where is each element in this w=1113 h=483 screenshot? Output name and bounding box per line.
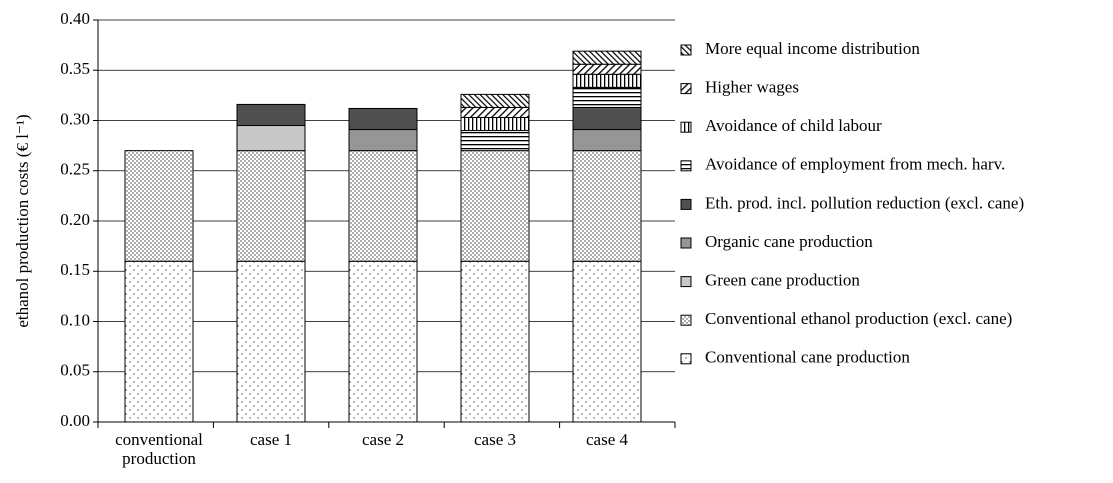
legend-swatch [680,83,692,95]
bar-segment [124,260,194,423]
bar-segment [572,63,642,75]
y-tick-label: 0.30 [60,109,90,128]
legend-swatch [680,276,692,288]
y-tick-label: 0.10 [60,310,90,329]
legend-label: Avoidance of employment from mech. harv. [705,155,1005,174]
bar-segment [572,106,642,131]
bar-segment [460,130,530,152]
bar-segment [460,106,530,118]
y-tick-label: 0.25 [60,160,90,179]
bar-segment [460,260,530,423]
legend-label: Eth. prod. incl. pollution reduction (ex… [705,193,1024,212]
bar-segment [236,125,306,152]
legend-swatch [680,353,692,365]
y-tick-label: 0.35 [60,59,90,78]
legend-label: Conventional cane production [705,348,910,367]
y-tick-label: 0.40 [60,9,90,28]
legend-swatch [680,198,692,210]
bar-segment [572,50,642,65]
x-tick-label: case 2 [361,430,404,449]
bar-segment [460,93,530,108]
bar-segment [460,116,530,132]
legend-label: Organic cane production [705,232,873,251]
bar-segment [348,260,418,423]
legend-label: Higher wages [705,78,799,97]
x-tick-label: case 3 [473,430,516,449]
bar-segment [348,150,418,262]
legend-label: Conventional ethanol production (excl. c… [705,309,1012,328]
bar-segment [124,150,194,262]
legend-swatch [680,44,692,56]
bar-segment [572,260,642,423]
bar-segment [572,150,642,262]
y-tick-label: 0.05 [60,361,90,380]
legend-swatch [680,237,692,249]
bar-segment [572,86,642,108]
x-tick-label: conventional production [115,430,203,468]
bar-segment [348,107,418,131]
bar-segment [236,103,306,127]
x-tick-label: case 4 [585,430,628,449]
legend-label: More equal income distribution [705,39,920,58]
legend-label: Green cane production [705,271,860,290]
bar-segment [236,150,306,262]
bar-segment [460,150,530,262]
y-tick-label: 0.15 [60,260,90,279]
bar-segment [572,129,642,152]
legend-swatch [680,160,692,172]
x-tick-label: case 1 [249,430,292,449]
bar-segment [572,73,642,88]
legend-label: Avoidance of child labour [705,116,882,135]
y-tick-label: 0.20 [60,210,90,229]
legend-swatch [680,314,692,326]
legend-swatch [680,121,692,133]
bar-segment [348,129,418,152]
y-tick-label: 0.00 [60,411,90,430]
y-axis-label: ethanol production costs (€ l⁻¹) [13,114,32,327]
bar-segment [236,260,306,423]
